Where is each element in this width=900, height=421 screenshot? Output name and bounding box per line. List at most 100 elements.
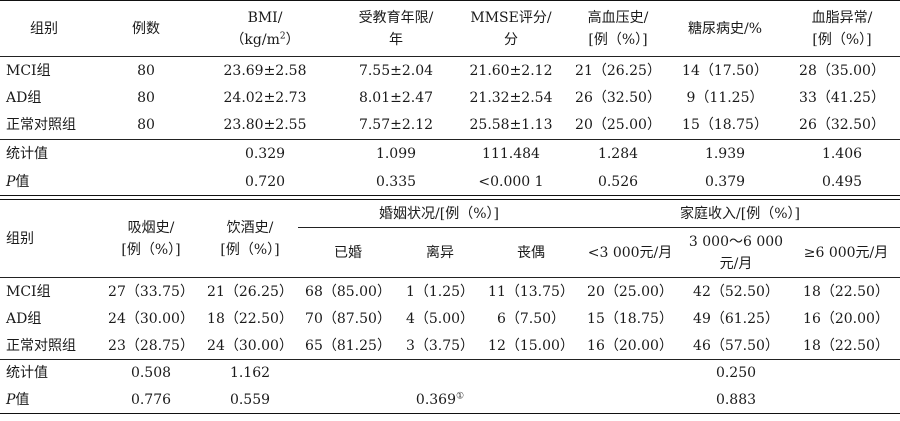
stat-htn: 1.284	[597, 146, 639, 163]
t2-header-inc-mid-line1: 3 000～6 000	[688, 233, 784, 250]
smoke-cell: 27（33.75）	[108, 283, 194, 300]
married-cell: 65（81.25）	[305, 337, 391, 354]
divorced-cell: 1（1.25）	[405, 283, 475, 300]
t2-header-smoke-line1: 吸烟史/	[127, 219, 175, 236]
t2-header-smoke: 吸烟史/ [例（%）]	[100, 200, 202, 278]
stat-row: 统计值 0.329 1.099 111.484 1.284 1.939 1.40…	[0, 139, 900, 169]
t1-header-dm: 糖尿病史/%	[687, 20, 763, 37]
n-cell: 80	[137, 62, 155, 79]
t2-header-married: 已婚	[334, 244, 362, 261]
lip-cell: 26（32.50）	[799, 117, 885, 134]
inc-high-cell: 18（22.50）	[803, 337, 889, 354]
p-bmi: 0.720	[244, 173, 286, 190]
empty-cell	[398, 360, 482, 387]
dm-cell: 9（11.25）	[686, 90, 764, 106]
t2-header-widowed: 丧偶	[517, 244, 545, 261]
empty-cell	[482, 387, 580, 414]
stat-bmi: 0.329	[244, 146, 286, 163]
empty-cell	[580, 360, 680, 387]
t2-header-drink: 饮酒史/ [例（%）]	[202, 200, 298, 278]
dm-cell: 15（18.75）	[682, 117, 768, 134]
p-drink: 0.559	[229, 391, 271, 408]
p-label: P值	[0, 169, 102, 196]
t1-header-group: 组别	[30, 20, 58, 37]
t1-header-edu: 受教育年限/ 年	[340, 1, 452, 57]
inc-mid-cell: 49（61.25）	[693, 311, 779, 327]
lip-cell: 33（41.25）	[799, 90, 885, 106]
p-label-suffix: 值	[15, 391, 30, 408]
t1-header-edu-line1: 受教育年限/	[358, 9, 434, 26]
group-cell: 正常对照组	[6, 337, 76, 354]
edu-cell: 8.01±2.47	[358, 90, 434, 106]
widowed-cell: 6（7.50）	[496, 311, 566, 327]
t2-header-inc-mid-line2: 元/月	[719, 255, 753, 272]
stat-row: 统计值 0.508 1.162 0.250	[0, 359, 900, 387]
p-marital-value: 0.369	[415, 391, 456, 408]
htn-cell: 26（32.50）	[575, 90, 661, 106]
edu-cell: 7.55±2.04	[358, 62, 434, 79]
group-cell: MCI组	[6, 283, 51, 300]
t2-header-inc-mid: 3 000～6 000 元/月	[680, 228, 792, 278]
t1-header-lip-line1: 血脂异常/	[811, 9, 873, 26]
inc-mid-cell: 46（57.50）	[693, 337, 779, 354]
p-mmse: <0.000 1	[478, 173, 544, 190]
t2-header-group: 组别	[6, 230, 34, 247]
married-cell: 68（85.00）	[305, 283, 391, 300]
p-label-letter: P	[6, 391, 16, 408]
t1-header-bmi-unit-a: （kg/m	[230, 31, 280, 48]
t1-header-row: 组别 例数 BMI/ （kg/m2） 受教育年限/ 年 MMSE评分/ 分 高血…	[0, 0, 900, 57]
inc-low-cell: 16（20.00）	[587, 337, 673, 354]
t2-header-row-1: 组别 吸烟史/ [例（%）] 饮酒史/ [例（%）] 婚姻状况/[例（%）] 家…	[0, 199, 900, 258]
t2-header-marital: 婚姻状况/[例（%）]	[298, 199, 580, 228]
htn-cell: 21（26.25）	[575, 62, 661, 79]
inc-low-cell: 20（25.00）	[587, 283, 673, 300]
p-edu: 0.335	[375, 173, 417, 190]
empty-cell	[298, 387, 398, 414]
mmse-cell: 25.58±1.13	[469, 117, 553, 134]
stat-drink: 1.162	[229, 365, 271, 382]
empty-cell	[482, 360, 580, 387]
t1-header-lip-line2: [例（%）]	[812, 31, 872, 48]
p-marital: 0.369①	[398, 387, 482, 414]
table-row: 正常对照组 23（28.75） 24（30.00） 65（81.25） 3（3.…	[0, 333, 900, 360]
p-dm: 0.379	[704, 173, 746, 190]
smoke-cell: 23（28.75）	[108, 337, 194, 354]
empty-cell	[298, 360, 398, 387]
dm-cell: 14（17.50）	[682, 62, 768, 79]
t1-header-bmi: BMI/ （kg/m2）	[190, 1, 340, 57]
stat-mmse: 111.484	[482, 146, 540, 163]
t1-header-htn: 高血压史/ [例（%）]	[570, 1, 666, 57]
t1-header-n: 例数	[132, 20, 160, 37]
t1-header-bmi-line1: BMI/	[247, 9, 283, 26]
p-smoke: 0.776	[130, 391, 172, 408]
drink-cell: 24（30.00）	[207, 337, 293, 354]
inc-high-cell: 18（22.50）	[803, 283, 889, 300]
smoke-cell: 24（30.00）	[108, 311, 194, 327]
p-value-row: P值 0.776 0.559 0.369① 0.883	[0, 387, 900, 414]
inc-high-cell: 16（20.00）	[803, 311, 889, 327]
empty-cell	[102, 140, 190, 169]
htn-cell: 20（25.00）	[575, 117, 661, 134]
drink-cell: 21（26.25）	[207, 283, 293, 300]
t2-header-drink-line1: 饮酒史/	[226, 219, 274, 236]
n-cell: 80	[137, 90, 155, 106]
t1-header-mmse-line2: 分	[504, 31, 518, 48]
stat-edu: 1.099	[375, 146, 417, 163]
t2-header-income: 家庭收入/[例（%）]	[580, 199, 900, 228]
t2-header-drink-line2: [例（%）]	[220, 241, 280, 258]
footnote-marker: ①	[456, 391, 465, 402]
t2-header-divorced: 离异	[426, 244, 454, 261]
p-value-row: P值 0.720 0.335 <0.000 1 0.526 0.379 0.49…	[0, 169, 900, 196]
married-cell: 70（87.50）	[305, 311, 391, 327]
table-row: MCI组 27（33.75） 21（26.25） 68（85.00） 1（1.2…	[0, 277, 900, 306]
divorced-cell: 3（3.75）	[405, 337, 475, 354]
widowed-cell: 12（15.00）	[488, 337, 574, 354]
stat-income: 0.250	[715, 365, 757, 382]
empty-cell	[792, 387, 900, 414]
divorced-cell: 4（5.00）	[405, 311, 475, 327]
group-cell: AD组	[6, 311, 42, 327]
empty-cell	[792, 360, 900, 387]
bmi-cell: 24.02±2.73	[223, 90, 307, 106]
baseline-table-part-1: 组别 例数 BMI/ （kg/m2） 受教育年限/ 年 MMSE评分/ 分 高血…	[0, 0, 900, 196]
n-cell: 80	[137, 117, 155, 134]
